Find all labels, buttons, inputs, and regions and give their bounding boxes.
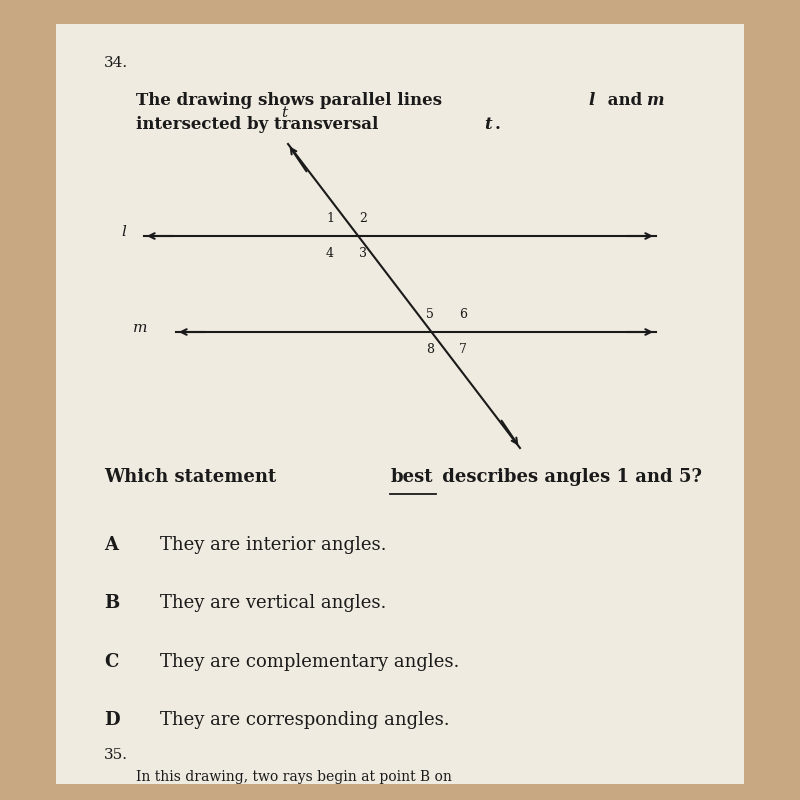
Text: 35.: 35.: [104, 748, 128, 762]
Text: m: m: [646, 92, 664, 109]
Text: A: A: [104, 536, 118, 554]
Text: D: D: [104, 711, 120, 730]
Text: Which statement: Which statement: [104, 468, 282, 486]
Text: They are vertical angles.: They are vertical angles.: [160, 594, 386, 613]
Text: B: B: [104, 594, 119, 613]
Text: 3: 3: [358, 247, 366, 260]
Text: .: .: [494, 116, 500, 133]
Text: The drawing shows parallel lines: The drawing shows parallel lines: [136, 92, 448, 109]
Text: 8: 8: [426, 343, 434, 356]
Text: 34.: 34.: [104, 56, 128, 70]
Text: 7: 7: [458, 343, 466, 356]
Text: best: best: [390, 468, 433, 486]
Text: 6: 6: [458, 308, 466, 321]
Text: describes angles 1 and 5?: describes angles 1 and 5?: [436, 468, 702, 486]
Text: 4: 4: [326, 247, 334, 260]
Text: They are interior angles.: They are interior angles.: [160, 536, 386, 554]
Text: intersected by transversal: intersected by transversal: [136, 116, 384, 133]
FancyBboxPatch shape: [56, 24, 744, 784]
Text: 2: 2: [358, 212, 366, 225]
Text: In this drawing, two rays begin at point B on: In this drawing, two rays begin at point…: [136, 770, 452, 784]
Text: m: m: [133, 321, 147, 335]
Text: t: t: [484, 116, 492, 133]
Text: l: l: [588, 92, 594, 109]
Text: C: C: [104, 653, 118, 670]
Text: and: and: [602, 92, 648, 109]
Text: They are corresponding angles.: They are corresponding angles.: [160, 711, 450, 730]
Text: t: t: [281, 106, 287, 120]
Text: They are complementary angles.: They are complementary angles.: [160, 653, 459, 670]
Text: l: l: [122, 225, 126, 239]
Text: 1: 1: [326, 212, 334, 225]
Text: 5: 5: [426, 308, 434, 321]
